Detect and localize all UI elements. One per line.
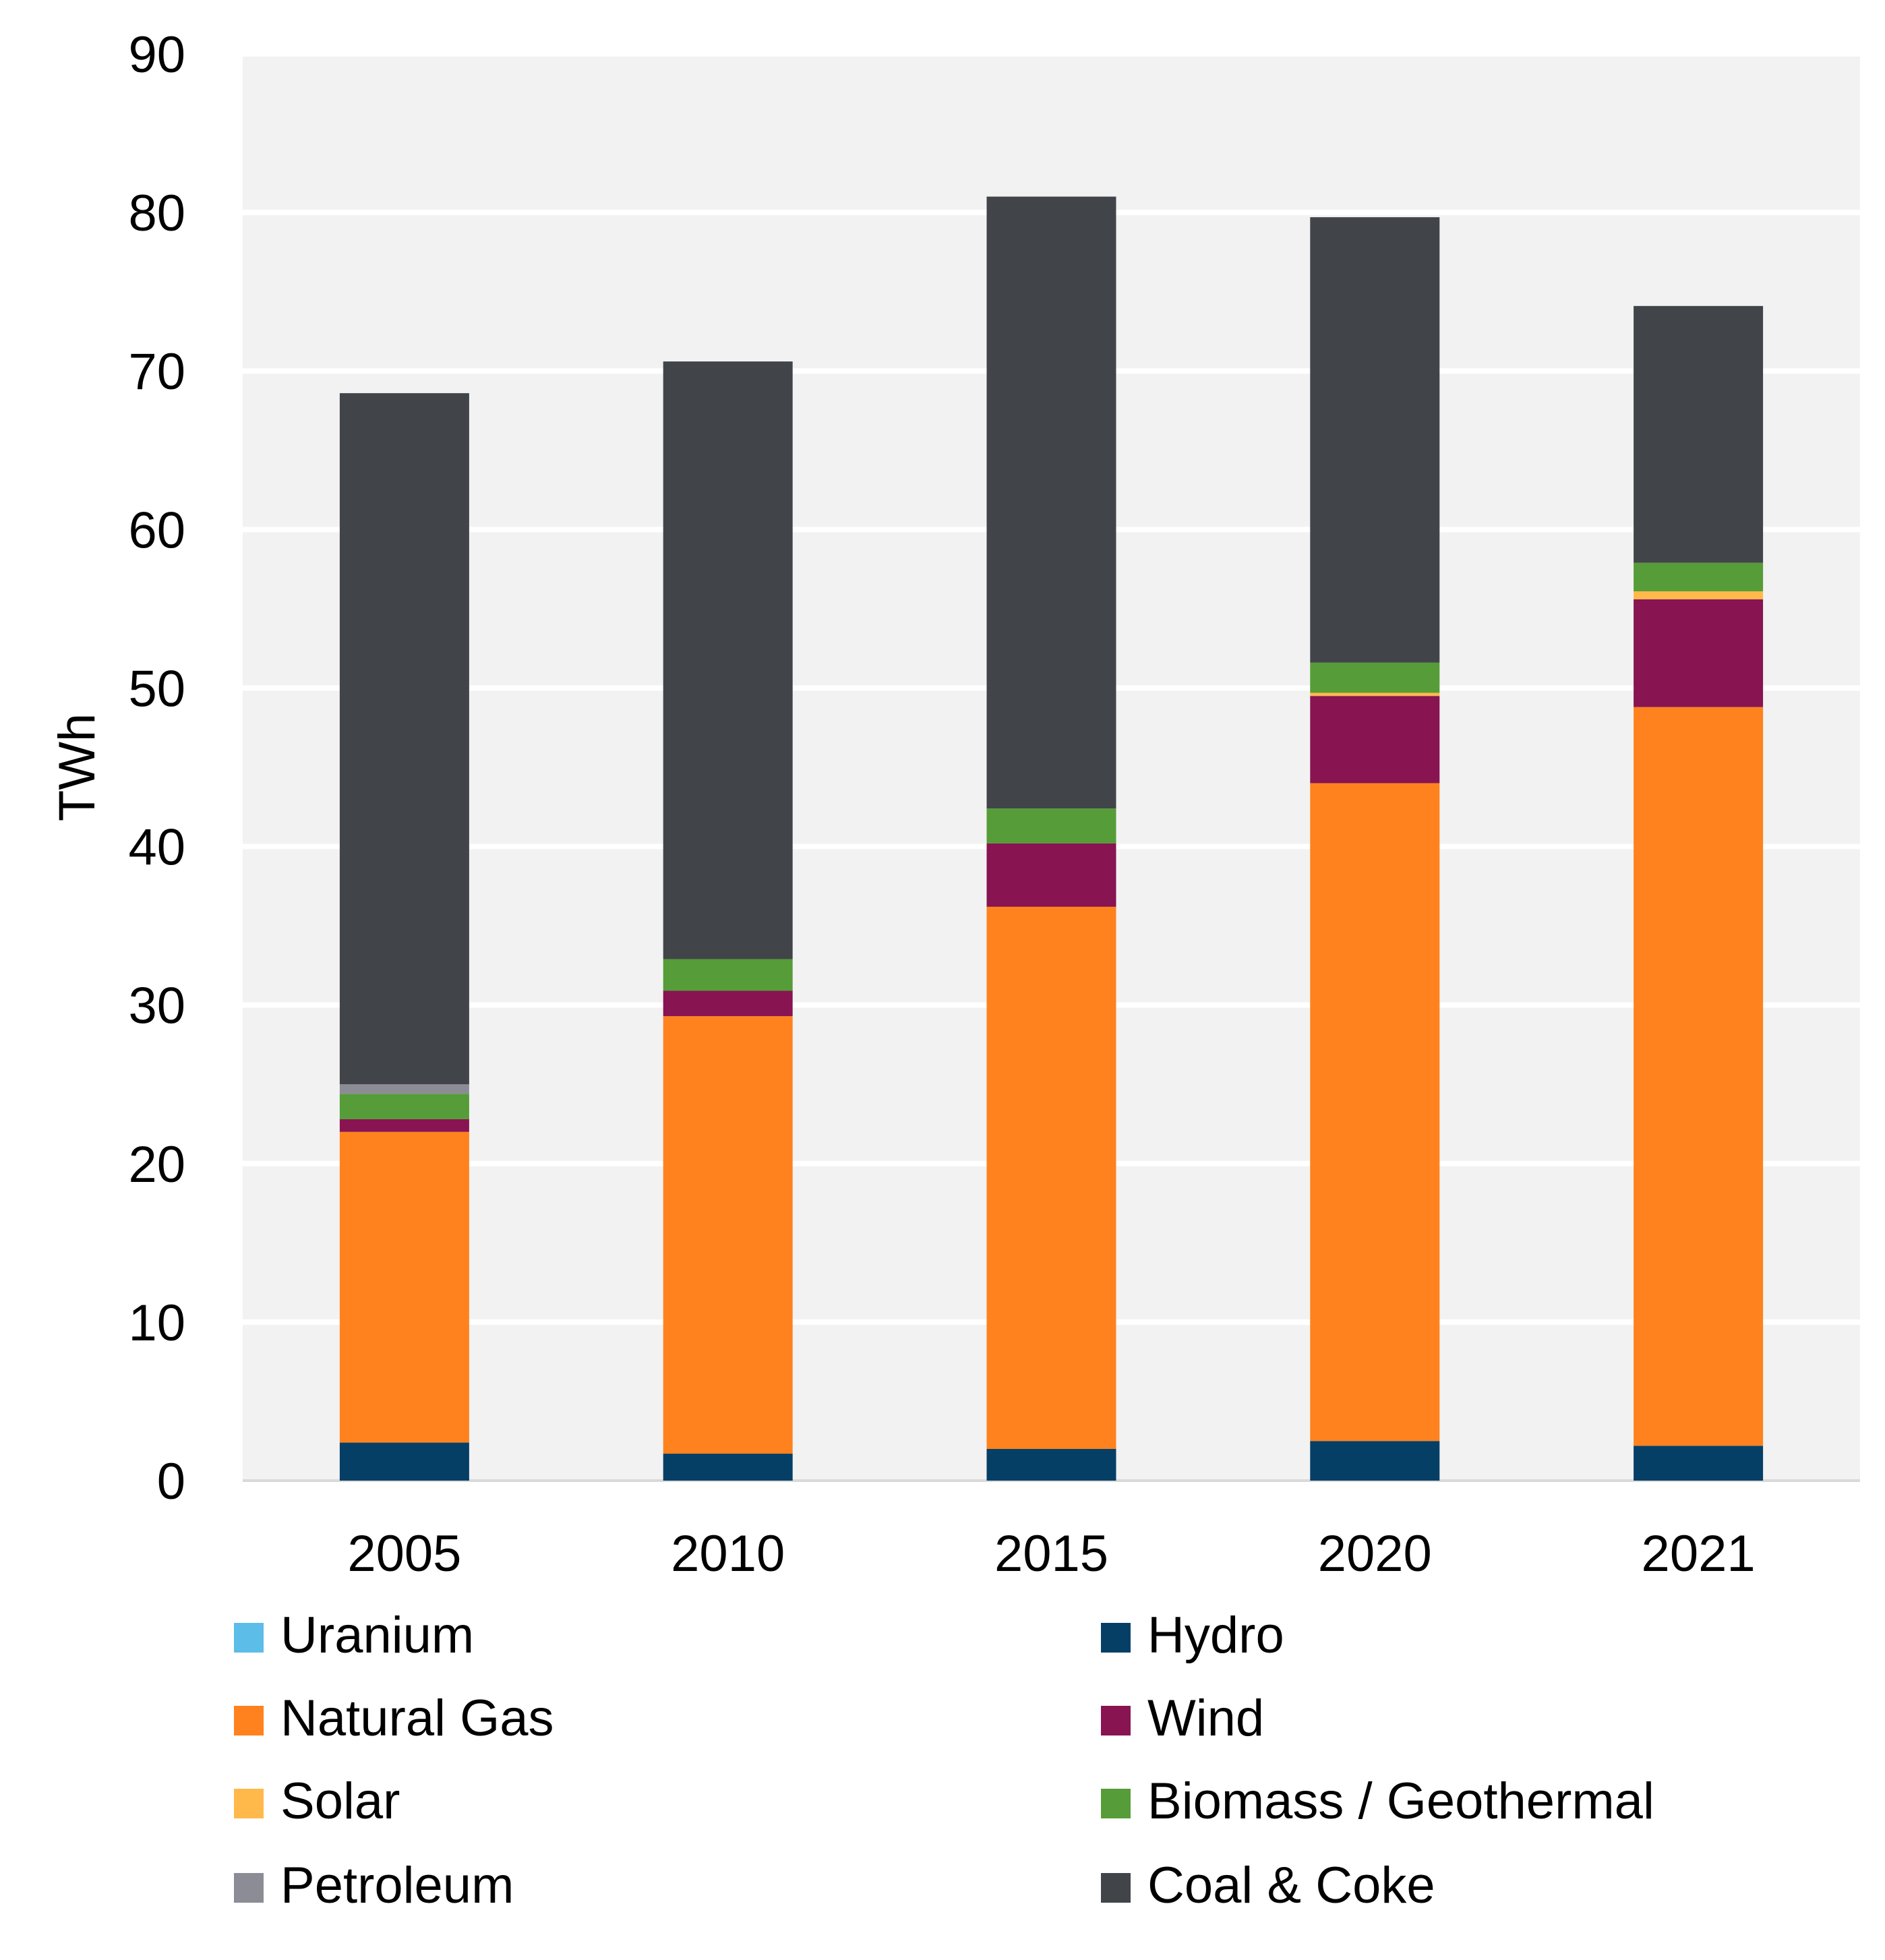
bar-segment-coal-coke-2015 — [986, 196, 1116, 809]
y-tick-label: 70 — [128, 343, 185, 400]
legend-swatch — [234, 1873, 264, 1903]
bar-segment-wind-2010 — [663, 990, 793, 1017]
bar-segment-natural-gas-2020 — [1310, 783, 1440, 1442]
bar-segment-natural-gas-2015 — [986, 906, 1116, 1449]
x-tick-label: 2015 — [994, 1525, 1108, 1582]
bar-segment-biomass-geothermal-2005 — [339, 1094, 469, 1119]
legend-label: Wind — [1147, 1690, 1264, 1747]
y-tick-label: 30 — [128, 978, 185, 1035]
legend-swatch — [1101, 1623, 1131, 1653]
legend-label: Coal & Coke — [1147, 1857, 1435, 1914]
legend-label: Biomass / Geothermal — [1147, 1773, 1654, 1830]
bar-segment-wind-2005 — [339, 1119, 469, 1132]
y-tick-label: 50 — [128, 660, 185, 717]
legend-item: Petroleum — [234, 1857, 514, 1914]
x-tick-label: 2020 — [1318, 1525, 1432, 1582]
bar-segment-coal-coke-2021 — [1634, 305, 1764, 563]
bar-segment-solar-2020 — [1310, 692, 1440, 696]
legend-label: Uranium — [280, 1607, 474, 1664]
bar-segment-hydro-2020 — [1310, 1441, 1440, 1481]
bar-segment-petroleum-2005 — [339, 1084, 469, 1094]
y-tick-label: 0 — [157, 1453, 185, 1510]
y-tick-label: 20 — [128, 1136, 185, 1193]
bar-segment-wind-2015 — [986, 843, 1116, 907]
legend-swatch — [234, 1789, 264, 1818]
bar-segment-hydro-2015 — [986, 1448, 1116, 1481]
legend-item: Coal & Coke — [1101, 1857, 1435, 1914]
bar-segment-biomass-geothermal-2010 — [663, 959, 793, 991]
bar-segment-biomass-geothermal-2021 — [1634, 562, 1764, 592]
legend-label: Natural Gas — [280, 1690, 554, 1747]
y-tick-label: 60 — [128, 502, 185, 559]
legend-swatch — [234, 1706, 264, 1735]
x-tick-label: 2005 — [347, 1525, 461, 1582]
y-tick-label: 10 — [128, 1295, 185, 1352]
y-axis-label: TWh — [49, 713, 106, 821]
legend-item: Solar — [234, 1773, 400, 1830]
legend-label: Petroleum — [280, 1857, 514, 1914]
legend-swatch — [1101, 1873, 1131, 1903]
bar-segment-solar-2021 — [1634, 591, 1764, 599]
bar-segment-natural-gas-2010 — [663, 1016, 793, 1454]
bar-segment-wind-2021 — [1634, 599, 1764, 707]
bar-segment-coal-coke-2005 — [339, 393, 469, 1085]
bar-segment-coal-coke-2010 — [663, 361, 793, 959]
bar-segment-biomass-geothermal-2015 — [986, 808, 1116, 843]
legend-swatch — [1101, 1789, 1131, 1818]
legend-label: Solar — [280, 1773, 400, 1830]
y-tick-label: 90 — [128, 26, 185, 84]
bar-segment-natural-gas-2005 — [339, 1131, 469, 1443]
legend-item: Hydro — [1101, 1607, 1284, 1664]
bar-segment-wind-2020 — [1310, 696, 1440, 783]
bar-segment-natural-gas-2021 — [1634, 707, 1764, 1446]
bar-segment-hydro-2021 — [1634, 1446, 1764, 1481]
bar-segment-hydro-2010 — [663, 1454, 793, 1481]
y-tick-label: 80 — [128, 185, 185, 242]
legend-swatch — [1101, 1706, 1131, 1735]
legend-swatch — [234, 1623, 264, 1653]
legend-item: Wind — [1101, 1690, 1264, 1747]
y-tick-label: 40 — [128, 819, 185, 877]
legend-item: Natural Gas — [234, 1690, 554, 1747]
legend-item: Biomass / Geothermal — [1101, 1773, 1654, 1830]
bar-segment-biomass-geothermal-2020 — [1310, 662, 1440, 693]
legend-item: Uranium — [234, 1607, 474, 1664]
x-tick-label: 2021 — [1642, 1525, 1756, 1582]
bar-segment-coal-coke-2020 — [1310, 217, 1440, 663]
legend-label: Hydro — [1147, 1607, 1284, 1664]
x-tick-label: 2010 — [671, 1525, 785, 1582]
bar-segment-hydro-2005 — [339, 1442, 469, 1481]
